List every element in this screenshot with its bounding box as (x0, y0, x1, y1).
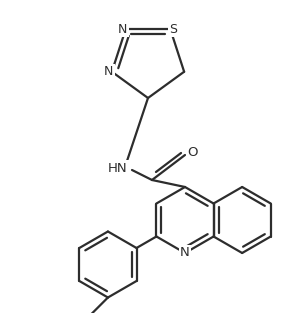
Text: S: S (169, 23, 177, 36)
Text: N: N (180, 247, 190, 259)
Text: N: N (118, 23, 127, 36)
Text: O: O (188, 146, 198, 160)
Text: HN: HN (108, 162, 128, 175)
Text: N: N (104, 65, 113, 78)
